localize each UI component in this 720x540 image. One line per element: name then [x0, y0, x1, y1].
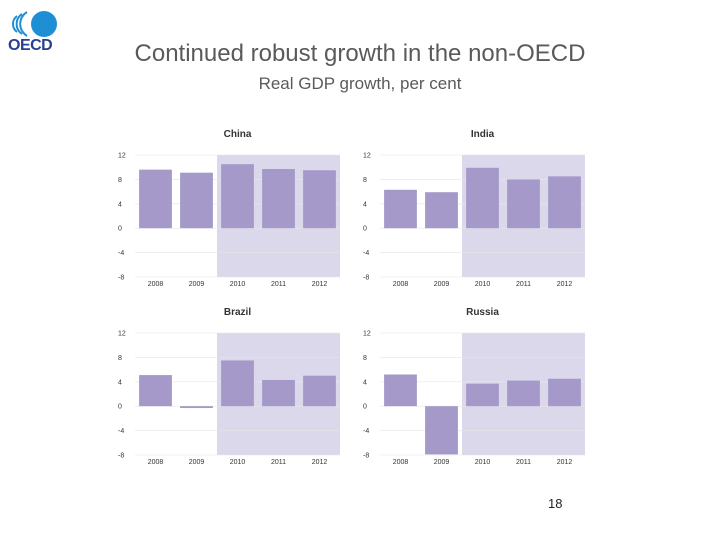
y-tick-label: 0 [118, 404, 122, 411]
chart-title: Russia [466, 307, 499, 318]
bar-2012 [303, 375, 336, 407]
y-tick-label: -8 [363, 453, 369, 460]
y-tick-label: 12 [363, 331, 371, 338]
bar-2009 [180, 172, 213, 229]
logo-arc-icon-1 [19, 11, 28, 37]
slide-subtitle: Real GDP growth, per cent [258, 74, 462, 93]
x-tick-label: 2008 [393, 459, 409, 466]
bar-2008 [139, 169, 172, 229]
y-tick-label: 0 [118, 226, 122, 233]
bar-2012 [548, 176, 581, 229]
x-tick-label: 2008 [393, 281, 409, 288]
x-tick-label: 2012 [312, 281, 328, 288]
y-tick-label: 8 [363, 355, 367, 362]
y-tick-label: -4 [118, 250, 124, 257]
x-tick-label: 2012 [312, 459, 328, 466]
y-tick-label: -4 [118, 428, 124, 435]
bar-2010 [466, 167, 499, 229]
y-tick-label: 8 [118, 177, 122, 184]
x-tick-label: 2011 [516, 459, 531, 466]
y-tick-label: 12 [118, 153, 126, 160]
x-tick-label: 2011 [271, 281, 286, 288]
chart-brazil: 12 8 4 0 -4 -8 2008 2009 2010 2011 2012 Brazil [118, 307, 340, 466]
bar-2011 [507, 179, 540, 229]
bar-2012 [303, 170, 336, 229]
y-tick-label: 8 [363, 177, 367, 184]
x-tick-label: 2009 [434, 281, 450, 288]
x-tick-label: 2009 [189, 281, 205, 288]
x-tick-label: 2008 [148, 459, 164, 466]
y-tick-label: -4 [363, 250, 369, 257]
logo-arc-icon-2 [15, 13, 23, 35]
slide-title: Continued robust growth in the non-OECD [134, 40, 586, 67]
x-tick-label: 2009 [189, 459, 205, 466]
bar-2011 [262, 379, 295, 407]
x-tick-label: 2010 [475, 459, 491, 466]
bar-2008 [139, 375, 172, 407]
x-tick-label: 2012 [557, 459, 573, 466]
chart-title: China [224, 129, 252, 140]
bar-2009 [425, 406, 458, 455]
chart-china: 12 8 4 0 -4 -8 2008 2009 2010 2011 2012 China [118, 129, 340, 288]
y-tick-label: 8 [118, 355, 122, 362]
y-tick-label: -8 [118, 453, 124, 460]
x-tick-label: 2010 [230, 281, 246, 288]
y-tick-label: -8 [118, 275, 124, 282]
x-tick-label: 2010 [230, 459, 246, 466]
bar-2008 [384, 189, 417, 229]
y-tick-label: 4 [118, 379, 122, 386]
y-tick-label: 12 [363, 153, 371, 160]
y-tick-label: -8 [363, 275, 369, 282]
bar-2010 [466, 383, 499, 407]
x-tick-label: 2011 [516, 281, 531, 288]
chart-india: 12 8 4 0 -4 -8 2008 2009 2010 2011 2012 India [363, 129, 585, 288]
y-tick-label: 12 [118, 331, 126, 338]
x-tick-label: 2010 [475, 281, 491, 288]
bar-2011 [262, 169, 295, 229]
logo-circle-icon [31, 11, 57, 37]
bar-2009 [180, 406, 213, 409]
bar-2009 [425, 192, 458, 229]
logo-arc-icon-3 [12, 15, 18, 33]
x-tick-label: 2012 [557, 281, 573, 288]
y-tick-label: 0 [363, 226, 367, 233]
chart-russia: 12 8 4 0 -4 -8 2008 2009 2010 2011 2012 Russia [363, 307, 585, 466]
page-number: 18 [548, 496, 563, 511]
bar-2011 [507, 380, 540, 407]
y-tick-label: 0 [363, 404, 367, 411]
bar-2008 [384, 374, 417, 407]
chart-title: India [471, 129, 495, 140]
logo-text: OECD [8, 37, 53, 54]
x-tick-label: 2009 [434, 459, 450, 466]
y-tick-label: 4 [118, 201, 122, 208]
x-tick-label: 2008 [148, 281, 164, 288]
bar-2012 [548, 378, 581, 407]
y-tick-label: 4 [363, 201, 367, 208]
bar-2010 [221, 164, 254, 229]
oecd-logo [12, 11, 57, 37]
y-tick-label: -4 [363, 428, 369, 435]
chart-title: Brazil [224, 307, 251, 318]
x-tick-label: 2011 [271, 459, 286, 466]
bar-2010 [221, 360, 254, 407]
y-tick-label: 4 [363, 379, 367, 386]
